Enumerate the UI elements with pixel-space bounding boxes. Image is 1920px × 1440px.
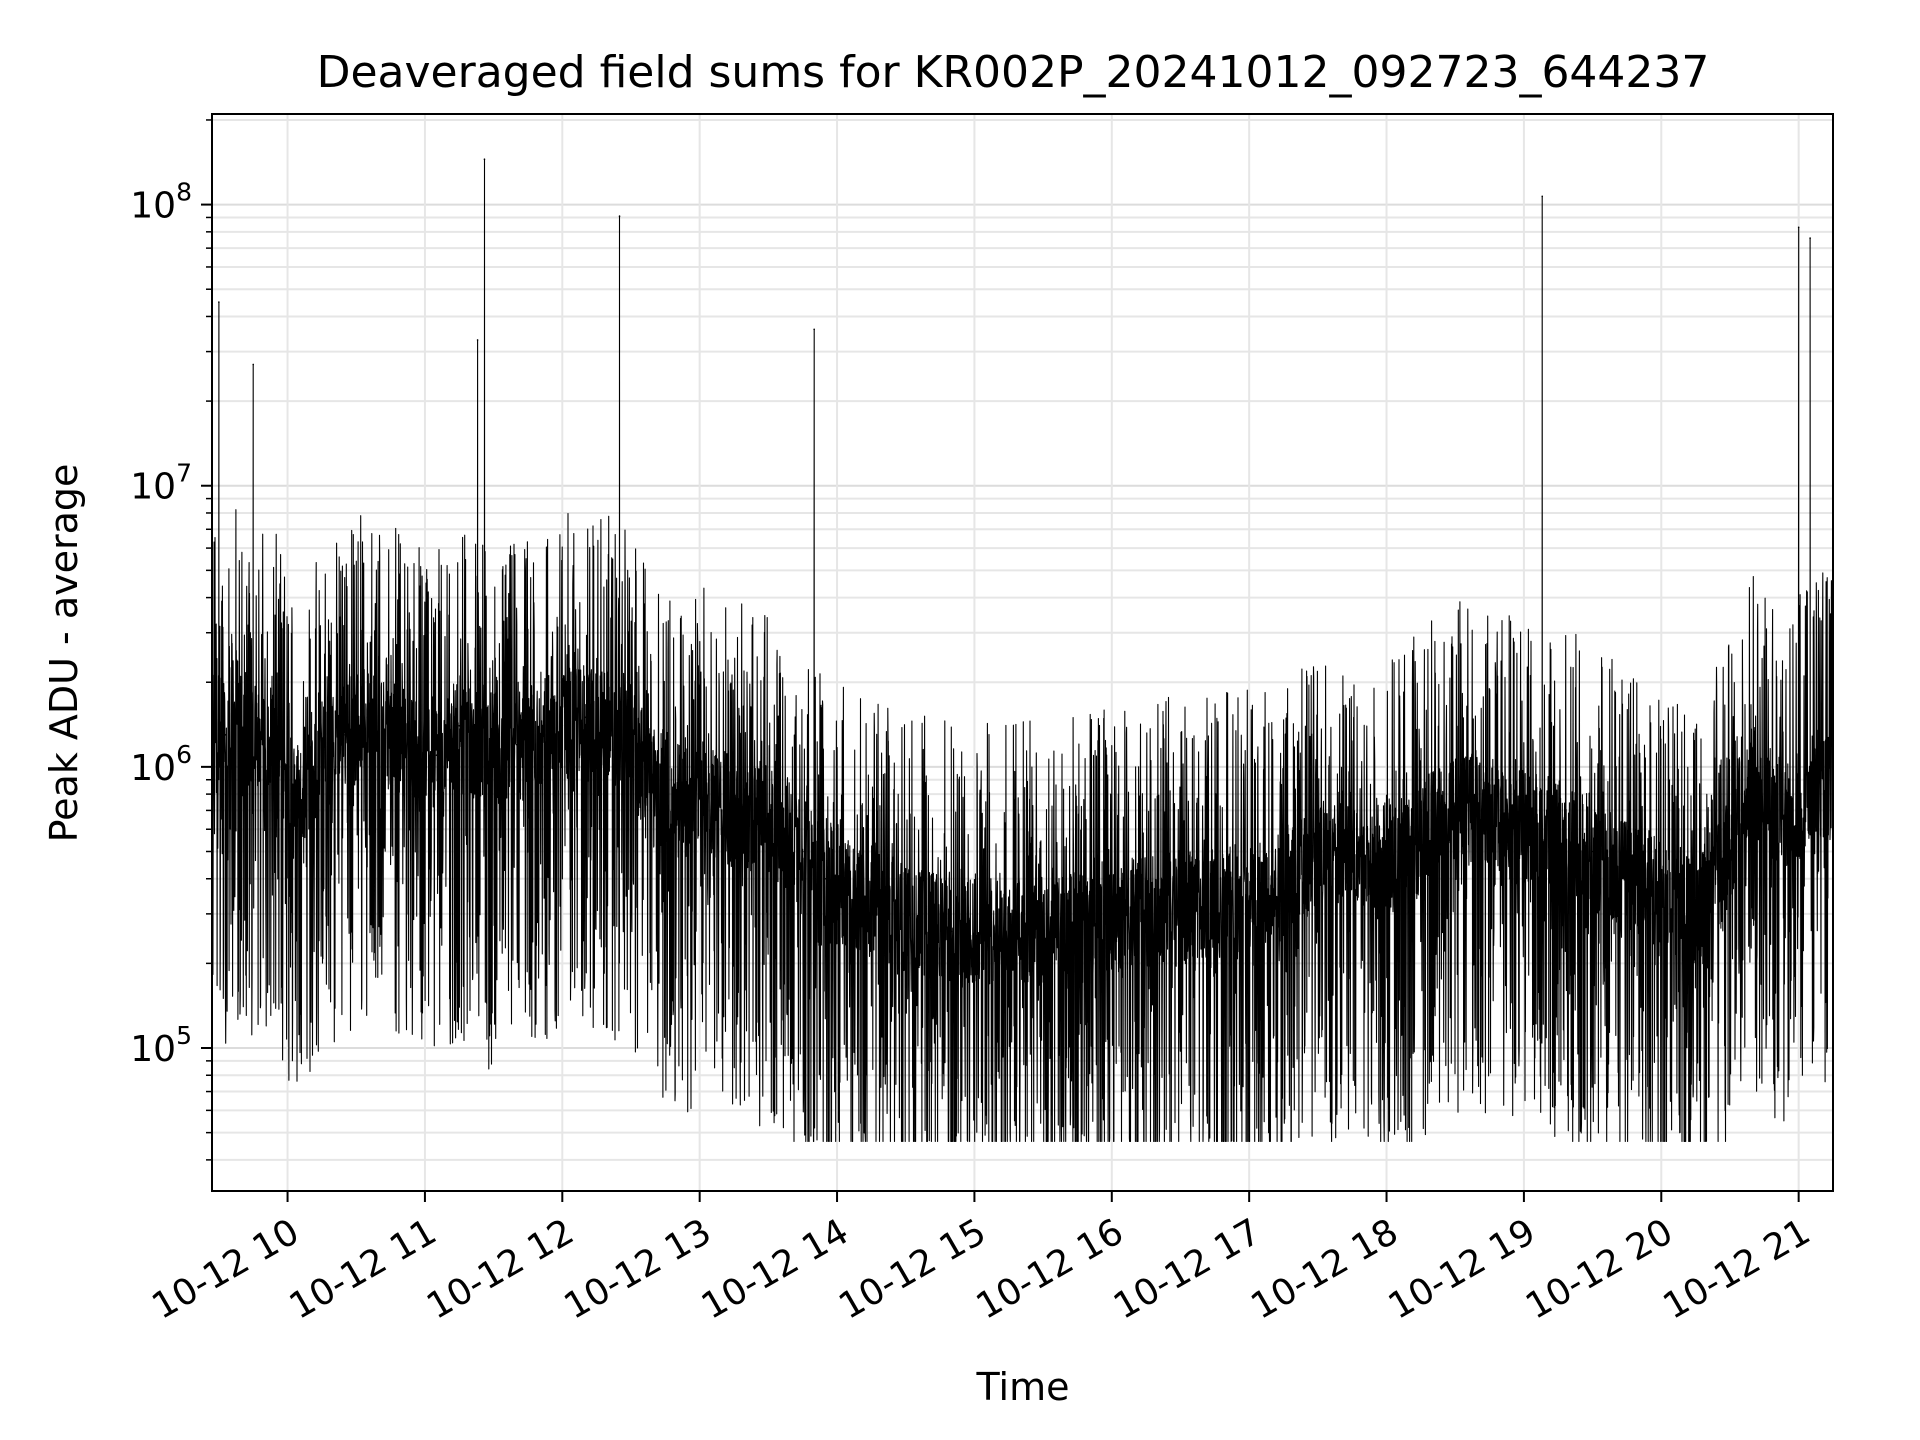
x-tick-label: 10-12 16: [970, 1211, 1131, 1327]
data-point: [1660, 894, 1663, 896]
data-point: [286, 778, 289, 781]
x-tick-label: 10-12 14: [695, 1211, 856, 1327]
data-point: [1557, 828, 1560, 831]
data-point: [1042, 930, 1044, 933]
x-tick-label: 10-12 21: [1656, 1211, 1817, 1327]
data-point: [218, 301, 220, 303]
data-point: [1362, 863, 1365, 866]
data-point: [1729, 850, 1731, 853]
data-point: [1179, 905, 1182, 907]
data-point: [231, 694, 234, 696]
data-point: [492, 766, 495, 768]
data-point: [1442, 809, 1445, 812]
y-tick-label: 106: [130, 740, 192, 789]
data-point: [298, 793, 300, 795]
data-point: [275, 743, 277, 746]
data-point: [996, 925, 999, 928]
data-point: [435, 754, 438, 757]
y-tick-label: 105: [130, 1021, 192, 1070]
data-point: [458, 724, 461, 727]
data-point: [698, 793, 701, 795]
grid: [212, 114, 1833, 1191]
data-point: [1133, 913, 1136, 915]
data-point: [515, 743, 518, 746]
data-point: [240, 724, 243, 727]
data-point: [561, 724, 564, 727]
x-tick-label: 10-12 10: [145, 1211, 306, 1327]
data-point: [584, 716, 586, 719]
data-point: [252, 363, 255, 366]
data-point: [1797, 226, 1800, 229]
data-point: [813, 328, 815, 331]
data-point: [904, 921, 907, 924]
data-point: [801, 850, 804, 853]
data-point: [1225, 901, 1228, 904]
data-point: [1752, 778, 1754, 781]
data-point: [1477, 809, 1479, 812]
data-point: [1694, 913, 1697, 915]
data-point: [618, 215, 621, 217]
x-tick-label: 10-12 11: [283, 1211, 444, 1327]
y-axis: 105 106 107 108: [130, 119, 212, 1161]
x-axis-label: Time: [976, 1365, 1070, 1409]
data-point: [343, 734, 346, 736]
data-point: [321, 754, 323, 757]
x-tick-label: 10-12 17: [1107, 1211, 1268, 1327]
x-tick-label: 10-12 13: [557, 1211, 718, 1327]
x-tick-label: 10-12 15: [832, 1211, 993, 1327]
y-tick-label: 107: [130, 459, 192, 508]
data-point: [389, 734, 392, 736]
data-point: [1511, 818, 1514, 821]
data-point: [824, 877, 827, 880]
data-point: [412, 743, 415, 746]
plot-frame: [211, 113, 1834, 1192]
y-axis-label: Peak ADU - average: [42, 464, 86, 843]
data-point: [653, 778, 655, 781]
data-point: [1809, 237, 1811, 239]
data-point: [1541, 195, 1544, 198]
data-point: [1534, 828, 1537, 831]
data-point: [366, 716, 369, 719]
data-point: [859, 905, 861, 907]
data-point: [1774, 809, 1777, 812]
data-point: [675, 809, 678, 812]
data-point: [1788, 818, 1791, 821]
data-point: [1088, 921, 1090, 924]
x-tick-label: 10-12 20: [1519, 1211, 1680, 1327]
data-point: [1816, 778, 1818, 781]
data-point: [476, 339, 479, 341]
data-point: [538, 734, 541, 736]
data-point: [767, 818, 770, 821]
data-point: [224, 734, 227, 736]
data-point: [1626, 877, 1628, 880]
data-point: [950, 930, 953, 933]
data-point: [607, 724, 609, 727]
chart-title: Deaveraged field sums for KR002P_2024101…: [317, 47, 1710, 98]
data-point: [1271, 894, 1273, 896]
data-point: [1591, 850, 1594, 853]
y-tick-label: 108: [130, 178, 192, 227]
x-tick-label: 10-12 18: [1244, 1211, 1405, 1327]
data-point: [1317, 850, 1319, 853]
x-tick-label: 10-12 19: [1382, 1211, 1543, 1327]
data-point: [483, 158, 486, 161]
x-tick-label: 10-12 12: [420, 1211, 581, 1327]
data-point: [733, 809, 735, 812]
series-line: [211, 158, 1834, 1143]
data-point: [630, 743, 632, 746]
data-series: [211, 158, 1834, 1143]
data-point: [1408, 850, 1411, 853]
